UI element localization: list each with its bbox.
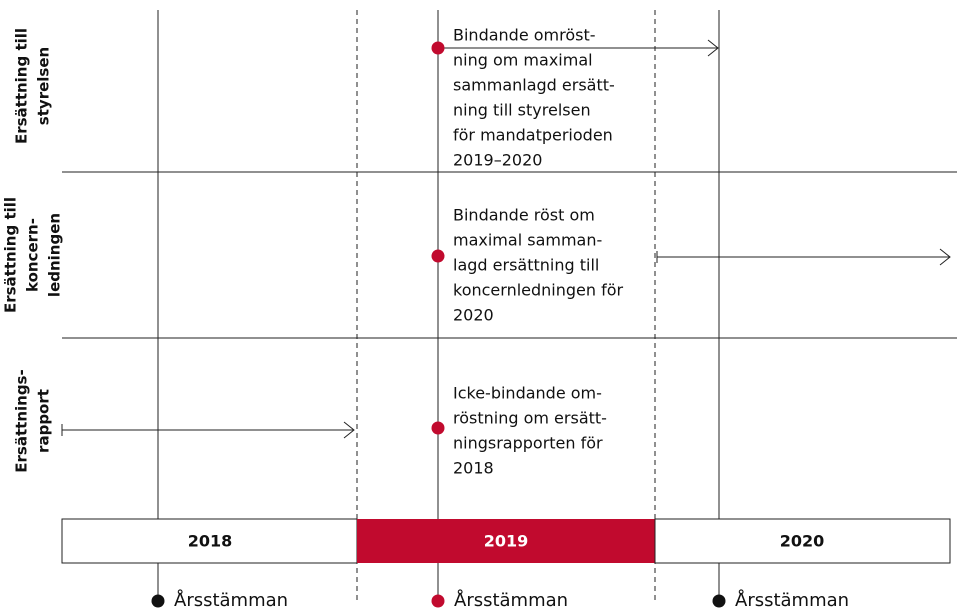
event-description: sammanlagd ersätt-	[453, 76, 615, 95]
year-box	[61, 518, 358, 564]
year-label: 2018	[188, 532, 233, 551]
event-description: Bindande röst om	[453, 206, 595, 225]
arrow-head	[939, 248, 951, 266]
event-description: ningsrapporten för	[453, 434, 603, 453]
meeting-label: Årsstämman	[735, 589, 849, 611]
meeting-label: Årsstämman	[454, 589, 568, 611]
event-description: ning om maximal	[453, 51, 593, 70]
row-label: Ersättning till	[2, 197, 20, 313]
event-description: koncernledningen för	[453, 281, 624, 300]
meeting-dot	[151, 594, 165, 608]
meeting-dot	[431, 594, 445, 608]
event-description: för mandatperioden	[453, 126, 613, 145]
event-dot	[431, 41, 445, 55]
event-description: 2018	[453, 459, 494, 478]
event-description: Icke-bindande om-	[453, 384, 602, 403]
arrow-head	[343, 421, 355, 439]
year-box	[357, 519, 655, 563]
event-description: 2020	[453, 306, 494, 325]
row-label: ledningen	[46, 213, 64, 297]
event-description: lagd ersättning till	[453, 256, 599, 275]
year-label: 2020	[780, 532, 825, 551]
event-description: ning till styrelsen	[453, 101, 591, 120]
row-label: koncern-	[24, 218, 42, 292]
row-label: Ersättning till	[13, 28, 31, 144]
row-label: styrelsen	[35, 47, 53, 125]
event-description: röstning om ersätt-	[453, 409, 607, 428]
event-dot	[431, 249, 445, 263]
event-description: Bindande omröst-	[453, 26, 596, 45]
arrow-head	[707, 39, 719, 57]
year-box	[654, 518, 951, 564]
meeting-dot	[712, 594, 726, 608]
event-description: 2019–2020	[453, 151, 542, 170]
row-label: Ersättnings-	[13, 369, 31, 472]
event-description: maximal samman-	[453, 231, 602, 250]
year-label: 2019	[484, 532, 529, 551]
event-dot	[431, 421, 445, 435]
row-label: rapport	[35, 389, 53, 453]
meeting-label: Årsstämman	[174, 589, 288, 611]
